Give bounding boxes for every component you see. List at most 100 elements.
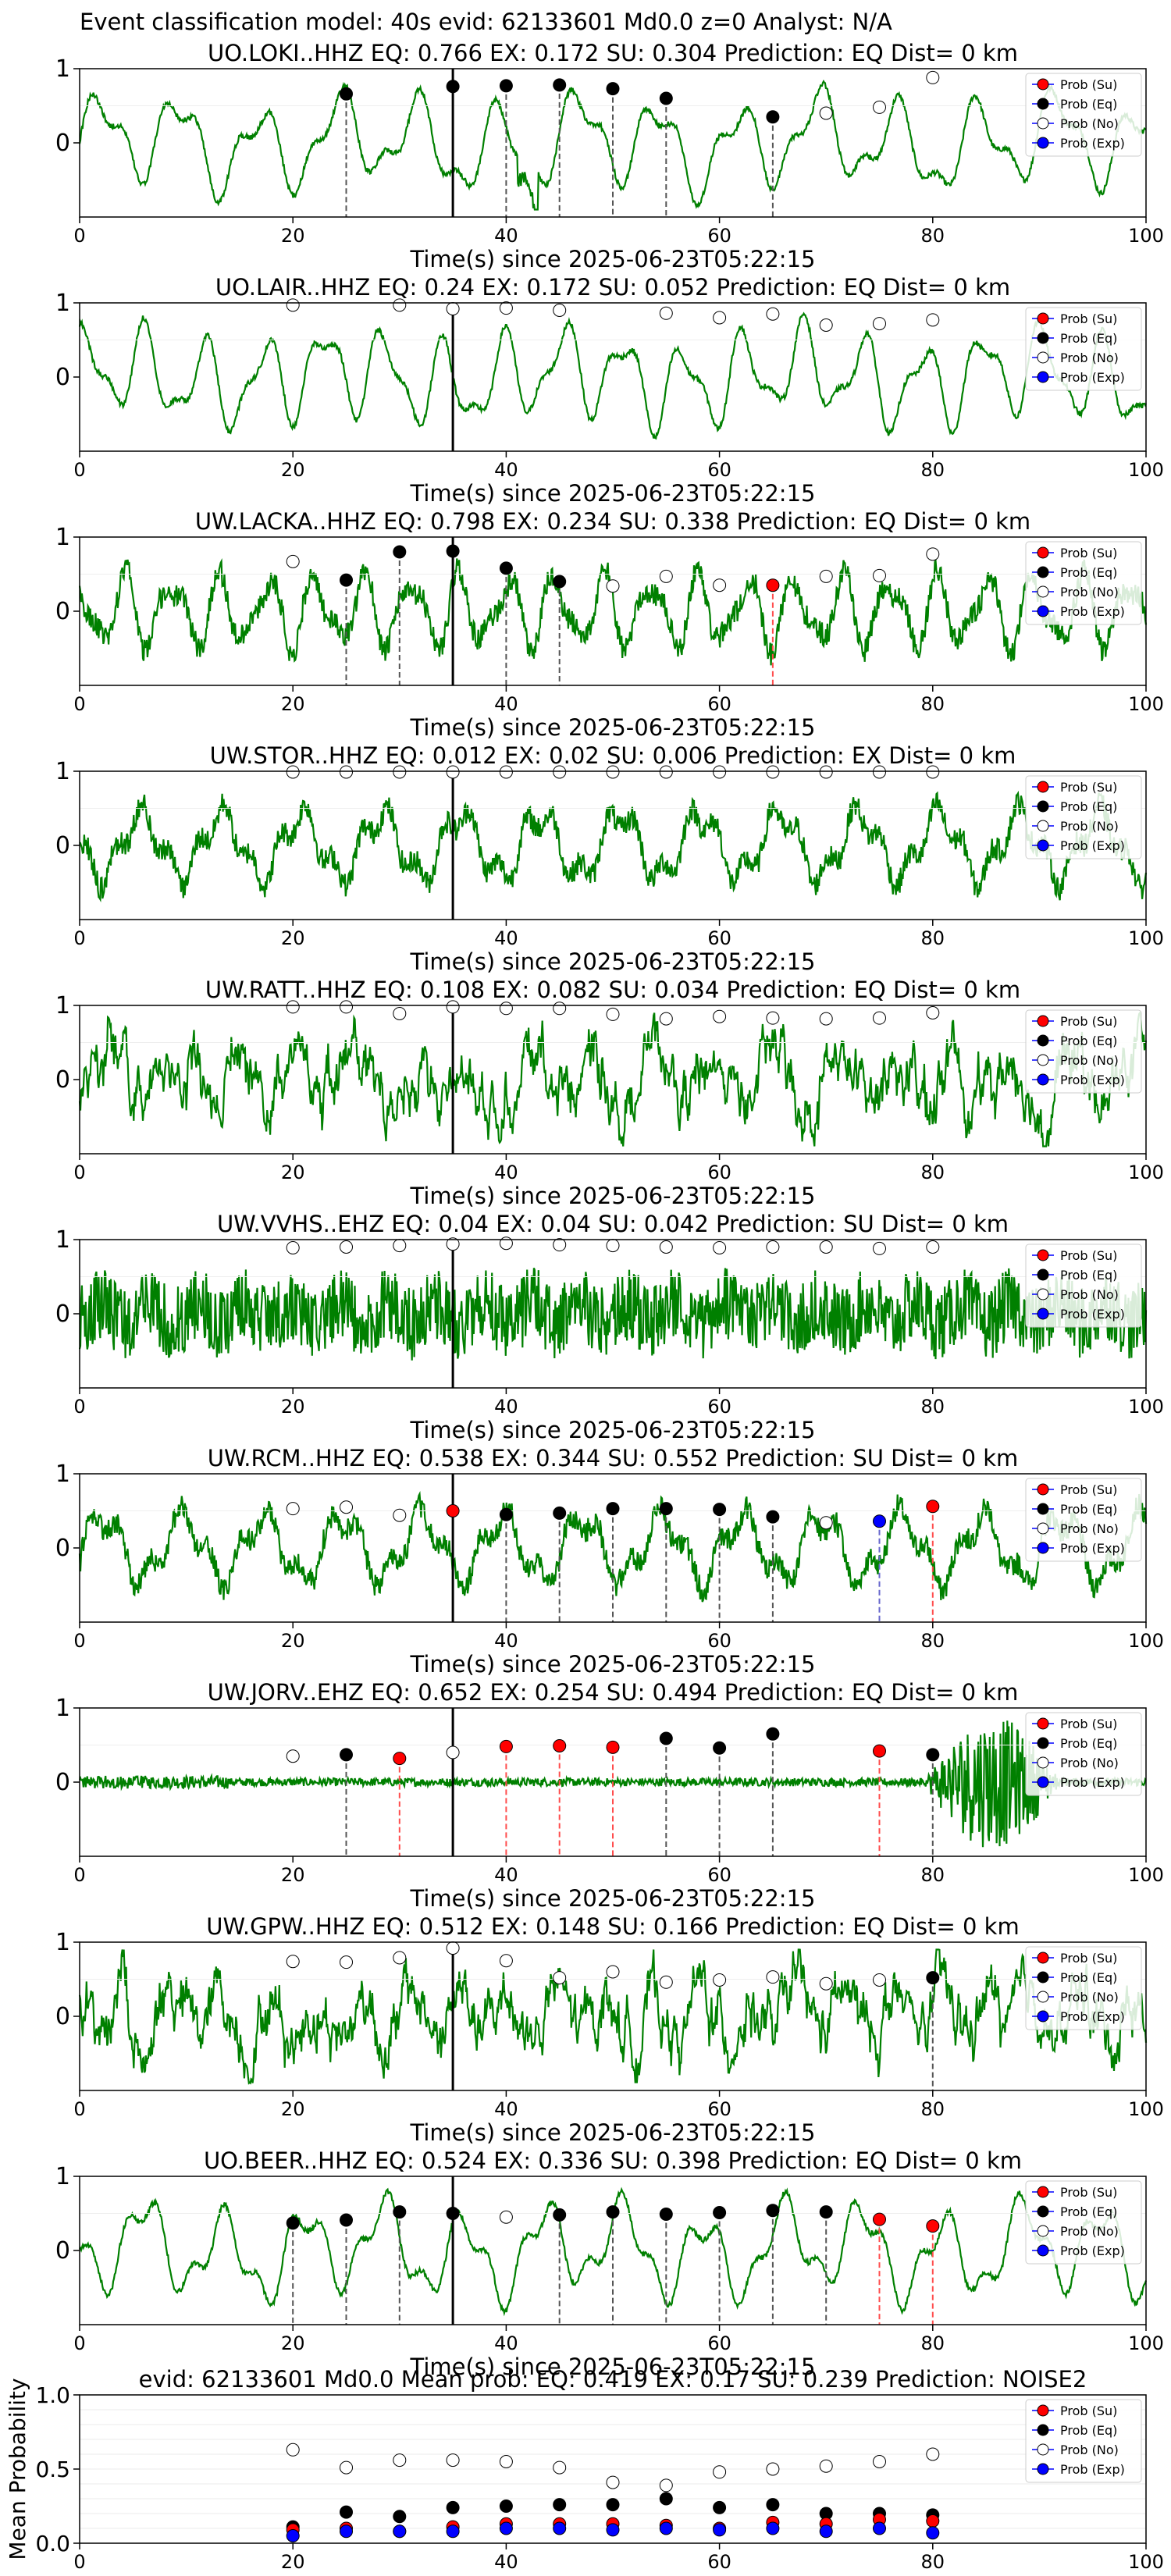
x-tick-label: 20 [281,693,305,715]
legend-label-eq: Prob (Eq) [1060,331,1117,346]
x-tick-label: 40 [494,2551,518,2573]
x-tick-label: 0 [73,1162,85,1183]
prob-point-su [873,2212,886,2226]
x-tick-label: 20 [281,2551,305,2573]
legend-box [1025,307,1142,391]
prob-point-eq [606,1502,620,1516]
legend-label-su: Prob (Su) [1060,2403,1117,2418]
mean-prob-point-exp [606,2523,620,2537]
legend-marker-no [1037,820,1049,832]
legend-marker-exp [1037,839,1049,852]
mean-prob-point-eq [713,2500,727,2514]
mean-prob-point-eq [766,2498,780,2512]
y-tick-label: 0 [55,1535,70,1562]
legend-marker-su [1037,78,1049,91]
x-tick-label: 20 [281,2098,305,2120]
legend-label-exp: Prob (Exp) [1060,2009,1125,2024]
x-tick-label: 0 [73,1864,85,1886]
figure-suptitle: Event classification model: 40s evid: 62… [80,9,892,35]
x-tick-label: 20 [281,1630,305,1652]
legend-marker-su [1037,1015,1049,1027]
legend-marker-eq [1037,1503,1049,1515]
prob-point-no [926,313,940,327]
x-tick-label: 0 [73,1396,85,1418]
legend-marker-su [1037,546,1049,559]
mean-prob-point-no [766,2462,780,2476]
legend-marker-eq [1037,2205,1049,2218]
x-tick-label: 40 [494,1630,518,1652]
legend-box [1025,1244,1142,1328]
prob-point-no [606,1007,620,1021]
prob-point-no [286,1000,300,1014]
x-tick-label: 100 [1128,693,1164,715]
x-tick-label: 100 [1128,1630,1164,1652]
legend-marker-eq [1037,1268,1049,1281]
legend-box [1025,541,1142,625]
mean-prob-point-exp [713,2523,727,2537]
prob-point-eq [659,2207,673,2221]
prob-point-no [873,1973,886,1987]
mean-prob-point-no [340,2460,353,2475]
mean-prob-point-exp [659,2521,673,2535]
mean-prob-point-no [713,2465,727,2479]
legend-marker-eq [1037,2424,1049,2436]
prob-point-no [819,765,833,779]
prob-point-no [446,765,460,779]
prob-point-eq [713,1741,727,1755]
x-tick-label: 60 [707,1630,731,1652]
prob-point-no [659,569,673,583]
legend-box [1025,1712,1142,1796]
prob-point-no [819,569,833,583]
axes-frame [79,770,1147,920]
prob-point-no [553,765,567,779]
y-tick-label: 1 [55,290,70,317]
prob-point-no [499,1002,513,1016]
legend-label-no: Prob (No) [1060,116,1119,131]
legend-label-eq: Prob (Eq) [1060,1268,1117,1283]
legend-label-no: Prob (No) [1060,585,1119,600]
prob-point-no [393,1239,407,1253]
prob-point-no [659,1975,673,1989]
mean-prob-point-eq [446,2500,460,2514]
prob-point-no [713,578,727,592]
prob-point-eq [553,2208,567,2222]
legend-label-exp: Prob (Exp) [1060,136,1125,151]
y-tick-label: 0.0 [35,2531,70,2556]
mean-prob-point-no [606,2475,620,2489]
axes-frame [79,2394,1147,2544]
prob-point-no [926,765,940,779]
prob-point-no [873,568,886,582]
panel-title: UW.RCM..HHZ EQ: 0.538 EX: 0.344 SU: 0.55… [208,1445,1019,1471]
prob-point-no [926,547,940,561]
x-axis-label: Time(s) since 2025-06-23T05:22:15 [410,1183,816,1209]
mean-prob-point-no [553,2460,567,2475]
prob-point-no [286,1749,300,1763]
x-axis-label: Time(s) since 2025-06-23T05:22:15 [410,1885,816,1912]
legend-label-no: Prob (No) [1060,1287,1119,1302]
legend-label-su: Prob (Su) [1060,77,1117,92]
prob-point-su [926,1500,940,1514]
x-tick-label: 60 [707,927,731,949]
prob-point-eq [606,82,620,96]
prob-point-no [713,1009,727,1023]
legend-marker-exp [1037,371,1049,383]
legend-label-su: Prob (Su) [1060,1717,1117,1731]
legend-label-exp: Prob (Exp) [1060,1541,1125,1556]
prob-point-no [393,765,407,779]
legend-label-exp: Prob (Exp) [1060,370,1125,385]
prob-point-eq [659,1731,673,1745]
prob-point-su [393,1752,407,1766]
x-tick-label: 0 [73,2332,85,2354]
legend-label-eq: Prob (Eq) [1060,1502,1117,1517]
legend-label-eq: Prob (Eq) [1060,565,1117,580]
legend-label-su: Prob (Su) [1060,546,1117,560]
legend-marker-su [1037,1717,1049,1730]
legend-marker-su [1037,781,1049,793]
axes-frame [79,68,1147,218]
prob-point-no [713,311,727,325]
legend-label-exp: Prob (Exp) [1060,1073,1125,1087]
prob-point-no [606,579,620,593]
prob-point-no [286,298,300,312]
legend-label-eq: Prob (Eq) [1060,2204,1117,2219]
